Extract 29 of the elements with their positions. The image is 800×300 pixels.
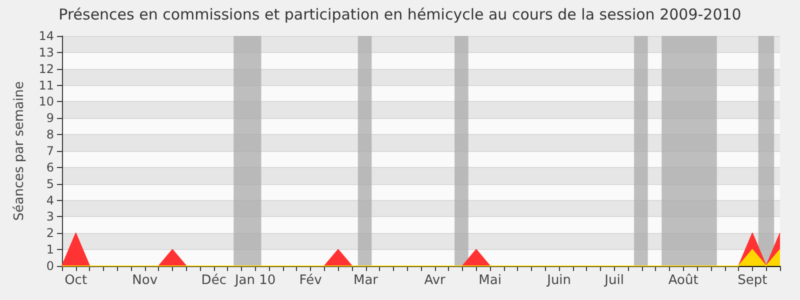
- y-tick-label: 14: [38, 29, 54, 43]
- y-tick-label: 1: [46, 242, 54, 257]
- x-tick-label: Déc: [201, 273, 226, 288]
- x-tick-label: Nov: [132, 273, 158, 288]
- y-tick-label: 12: [38, 62, 54, 76]
- x-tick-label: Juil: [604, 273, 624, 288]
- x-tick-label: Juin: [546, 273, 572, 288]
- y-tick-label: 7: [46, 144, 54, 158]
- x-tick-label: Sept: [738, 273, 768, 288]
- y-tick-label: 4: [46, 193, 54, 208]
- y-tick-label: 13: [38, 45, 54, 60]
- x-tick-label: Oct: [64, 273, 88, 288]
- y-tick-label: 9: [46, 111, 54, 126]
- y-tick-label: 6: [46, 160, 54, 174]
- chart-title: Présences en commissions et participation en hémicycle au cours de la session 2009-2010: [58, 6, 742, 24]
- x-tick-label: Fév: [299, 273, 322, 288]
- y-tick-label: 0: [46, 259, 54, 273]
- y-tick-label: 10: [38, 94, 54, 109]
- y-tick-label: 5: [46, 176, 54, 191]
- x-tick-label: Août: [668, 273, 698, 288]
- y-axis-title: Séances par semaine: [12, 81, 27, 221]
- y-tick-label: 11: [38, 78, 54, 92]
- x-tick-label: Avr: [424, 273, 446, 288]
- y-tick-label: 3: [46, 210, 54, 224]
- x-tick-label: Mai: [478, 273, 502, 288]
- y-tick-label: 2: [46, 226, 54, 240]
- x-tick-label: Mar: [354, 273, 379, 288]
- y-tick-label: 8: [46, 128, 54, 142]
- x-tick-label: Jan 10: [234, 273, 276, 288]
